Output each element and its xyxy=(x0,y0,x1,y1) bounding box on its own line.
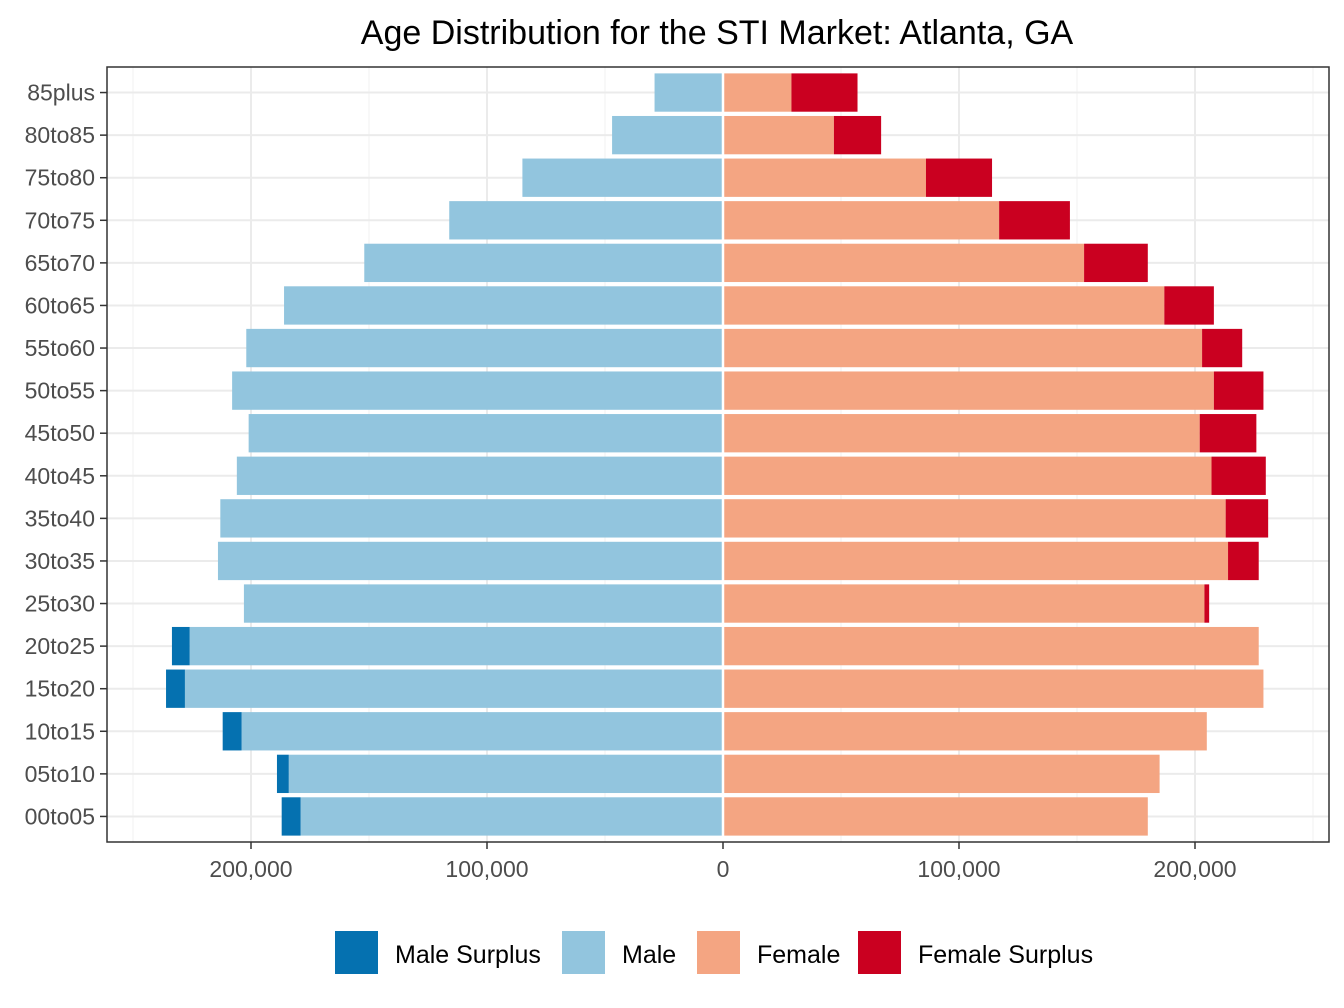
x-tick-label: 100,000 xyxy=(917,856,1000,882)
bar-male-70to75 xyxy=(449,201,723,240)
bar-male-surplus-15to20 xyxy=(166,669,185,708)
y-tick-label: 55to60 xyxy=(25,335,95,361)
bar-male-30to35 xyxy=(217,541,723,581)
bar-male-surplus-10to15 xyxy=(222,712,242,751)
bar-female-35to40 xyxy=(723,499,1226,538)
y-tick-label: 65to70 xyxy=(25,250,95,276)
bar-female-surplus-70to75 xyxy=(999,201,1070,240)
bar-female-80to85 xyxy=(723,115,834,155)
bar-male-55to60 xyxy=(246,328,723,368)
legend-key-male xyxy=(562,931,605,974)
legend-label: Male xyxy=(622,941,676,969)
bar-female-surplus-25to30 xyxy=(1204,584,1210,623)
bar-female-surplus-65to70 xyxy=(1084,243,1148,283)
legend-key-female xyxy=(697,931,740,974)
bar-female-05to10 xyxy=(723,754,1160,794)
bar-female-15to20 xyxy=(723,669,1264,708)
bar-male-50to55 xyxy=(232,371,723,410)
bar-male-15to20 xyxy=(184,669,724,708)
bar-male-65to70 xyxy=(364,243,723,283)
legend-key-male-surplus xyxy=(335,931,378,974)
bar-female-surplus-85plus xyxy=(791,73,858,112)
bar-male-10to15 xyxy=(241,712,723,751)
legend: Male Surplus Male Female Female Surplus xyxy=(335,931,1093,974)
y-axis: 00to05 05to10 10to15 15to20 20to25 25to30 30to… xyxy=(25,80,107,829)
y-tick-label: 70to75 xyxy=(25,207,95,233)
y-tick-label: 40to45 xyxy=(25,463,95,489)
bar-female-surplus-80to85 xyxy=(833,115,882,155)
bar-female-60to65 xyxy=(723,286,1165,325)
bar-female-surplus-50to55 xyxy=(1213,371,1264,410)
bar-female-55to60 xyxy=(723,328,1203,368)
plot-panel-border xyxy=(106,66,1330,843)
legend-label: Female xyxy=(757,941,840,969)
y-tick-label: 30to35 xyxy=(25,548,95,574)
bar-female-10to15 xyxy=(723,712,1207,751)
x-tick-label: 200,000 xyxy=(209,856,292,882)
bar-female-surplus-45to50 xyxy=(1199,414,1257,453)
bar-female-20to25 xyxy=(723,626,1259,666)
bar-male-35to40 xyxy=(220,499,723,538)
bar-male-45to50 xyxy=(248,414,723,453)
bar-female-surplus-55to60 xyxy=(1202,328,1243,368)
bar-male-20to25 xyxy=(189,626,723,666)
bar-female-70to75 xyxy=(723,201,1000,240)
bar-male-85plus xyxy=(654,73,723,112)
y-tick-label: 85plus xyxy=(27,80,95,106)
bar-female-25to30 xyxy=(723,584,1205,623)
y-tick-label: 15to20 xyxy=(25,676,95,702)
bar-male-surplus-20to25 xyxy=(171,626,190,666)
y-tick-label: 60to65 xyxy=(25,292,95,318)
bar-female-50to55 xyxy=(723,371,1214,410)
bar-female-30to35 xyxy=(723,541,1229,581)
bar-female-45to50 xyxy=(723,414,1200,453)
bar-female-surplus-60to65 xyxy=(1164,286,1214,325)
legend-key-female-surplus xyxy=(858,931,901,974)
x-tick-label: 200,000 xyxy=(1153,856,1236,882)
y-tick-label: 05to10 xyxy=(25,761,95,787)
bars xyxy=(166,73,1269,836)
y-tick-label: 75to80 xyxy=(25,165,95,191)
legend-label: Female Surplus xyxy=(918,941,1093,969)
y-tick-label: 35to40 xyxy=(25,505,95,531)
y-tick-label: 10to15 xyxy=(25,718,95,744)
y-tick-label: 20to25 xyxy=(25,633,95,659)
bar-female-85plus xyxy=(723,73,792,112)
x-tick-label: 0 xyxy=(717,856,730,882)
bar-male-25to30 xyxy=(243,584,724,623)
legend-label: Male Surplus xyxy=(395,941,541,969)
bar-male-80to85 xyxy=(612,115,723,155)
bar-female-65to70 xyxy=(723,243,1085,283)
bar-female-surplus-40to45 xyxy=(1211,456,1266,495)
x-tick-label: 100,000 xyxy=(445,856,528,882)
chart-title: Age Distribution for the STI Market: Atl… xyxy=(361,14,1074,52)
y-tick-label: 50to55 xyxy=(25,378,95,404)
bar-male-60to65 xyxy=(284,286,723,325)
bar-female-surplus-30to35 xyxy=(1228,541,1259,581)
bar-female-00to05 xyxy=(723,797,1148,836)
y-tick-label: 25to30 xyxy=(25,591,95,617)
bar-female-surplus-75to80 xyxy=(925,158,993,197)
bar-male-40to45 xyxy=(236,456,723,495)
x-axis: 200,000 100,000 0 100,000 200,000 xyxy=(209,842,1237,882)
bar-male-surplus-00to05 xyxy=(281,797,301,836)
bar-female-40to45 xyxy=(723,456,1212,495)
bar-female-surplus-35to40 xyxy=(1225,499,1269,538)
y-tick-label: 00to05 xyxy=(25,803,95,829)
bar-female-75to80 xyxy=(723,158,926,197)
y-tick-label: 80to85 xyxy=(25,122,95,148)
bar-male-05to10 xyxy=(288,754,723,794)
bar-male-75to80 xyxy=(522,158,723,197)
bar-male-surplus-05to10 xyxy=(276,754,289,794)
y-tick-label: 45to50 xyxy=(25,420,95,446)
bar-male-00to05 xyxy=(300,797,723,836)
